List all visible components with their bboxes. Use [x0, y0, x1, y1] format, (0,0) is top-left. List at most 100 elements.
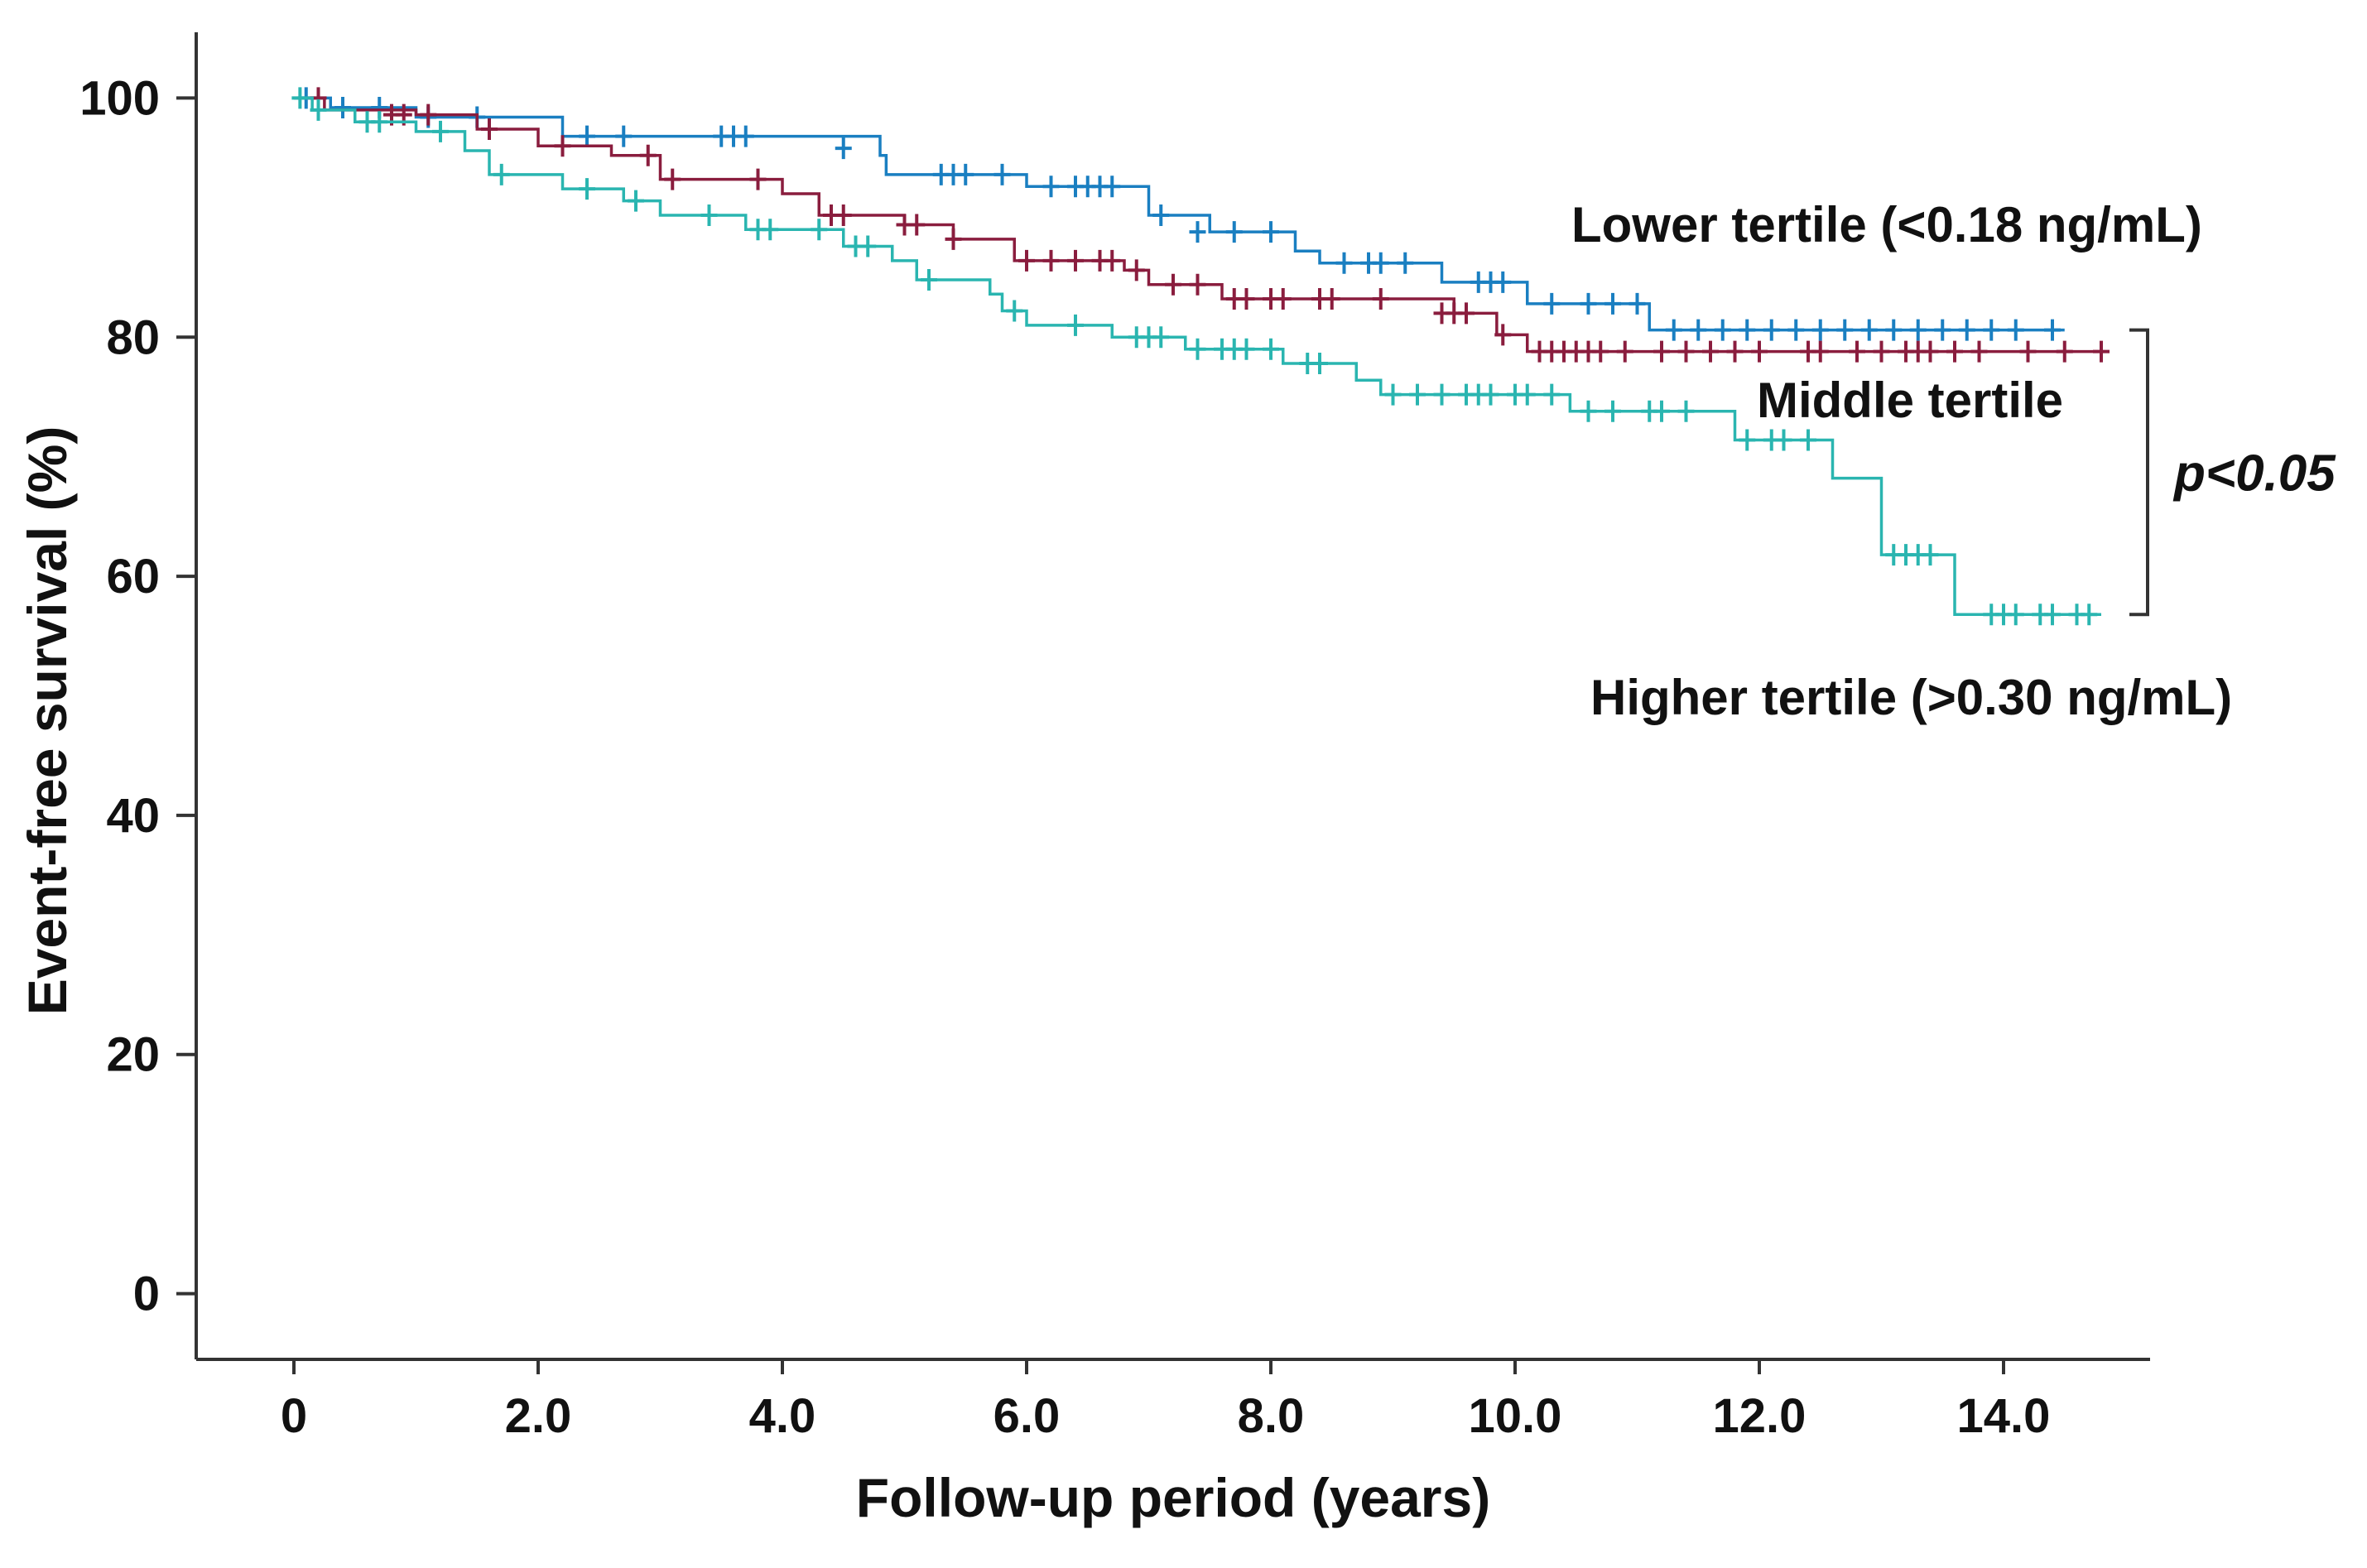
x-tick-label: 12.0: [1713, 1389, 1807, 1443]
censor-mark: [700, 204, 718, 226]
censor-mark: [1397, 252, 1414, 274]
axes: [195, 32, 2150, 1361]
censor-mark: [1677, 400, 1695, 422]
x-axis-label: Follow-up period (years): [856, 1467, 1490, 1528]
censor-mark: [334, 96, 351, 118]
censor-mark: [1042, 176, 1060, 198]
censor-mark: [1225, 221, 1243, 243]
p-value-bracket: [2129, 328, 2149, 617]
censor-mark: [749, 168, 767, 190]
censor-mark: [1946, 340, 1963, 363]
censor-mark: [615, 125, 633, 147]
censor-mark: [1006, 300, 1023, 322]
censor-mark: [1323, 288, 1340, 310]
y-ticks: 0 20 40 60 80 100: [79, 71, 196, 1321]
censor-mark: [1836, 319, 1854, 341]
censor-mark: [1128, 259, 1145, 281]
censor-mark: [2093, 340, 2110, 363]
series-layer: [291, 87, 2110, 626]
x-tick-label: 10.0: [1469, 1389, 1562, 1443]
censor-mark: [1189, 338, 1206, 360]
censor-mark: [1580, 400, 1597, 422]
censor-mark: [1616, 340, 1633, 363]
censor-mark: [639, 144, 657, 166]
censor-mark: [1873, 340, 1890, 363]
censor-mark: [1372, 288, 1389, 310]
censor-mark: [371, 111, 388, 133]
censor-mark: [1152, 326, 1170, 349]
censor-mark: [1104, 249, 1121, 272]
censor-mark: [1518, 383, 1536, 406]
y-tick-label: 0: [133, 1267, 160, 1321]
censor-mark: [1433, 383, 1451, 406]
x-tick-label: 4.0: [749, 1389, 816, 1443]
censor-mark: [2007, 604, 2024, 626]
censor-mark: [310, 99, 327, 121]
censor-mark: [1739, 319, 1756, 341]
censor-mark: [1970, 340, 1988, 363]
censor-mark: [1885, 319, 1903, 341]
censor-mark: [835, 204, 852, 226]
censor-mark: [1775, 429, 1792, 451]
censor-mark: [859, 235, 877, 257]
censor-mark: [1653, 400, 1670, 422]
censor-mark: [1543, 292, 1561, 315]
censor-mark: [664, 168, 681, 190]
middle-tertile-label: Middle tertile: [1757, 373, 2063, 428]
censor-mark: [1983, 319, 2000, 341]
censor-mark: [1800, 429, 1816, 451]
series-3: [291, 87, 2101, 626]
y-tick-label: 60: [106, 550, 160, 604]
censor-mark: [1482, 383, 1499, 406]
censor-mark: [1335, 252, 1353, 274]
y-tick-label: 20: [106, 1028, 160, 1082]
censor-mark: [420, 103, 437, 126]
censor-mark: [1604, 400, 1621, 422]
censor-mark: [1238, 288, 1255, 310]
censor-mark: [1958, 319, 1975, 341]
censor-mark: [2044, 319, 2061, 341]
censor-mark: [1189, 273, 1206, 296]
series-2: [294, 87, 2110, 363]
censor-mark: [1165, 273, 1181, 296]
y-tick-label: 40: [106, 789, 160, 843]
x-tick-label: 0: [281, 1389, 307, 1443]
censor-mark: [921, 268, 937, 291]
censor-mark: [579, 178, 595, 200]
lower-tertile-label: Lower tertile (<0.18 ng/mL): [1571, 197, 2202, 253]
censor-mark: [1811, 319, 1829, 341]
censor-mark: [1811, 340, 1829, 363]
censor-mark: [1409, 383, 1426, 406]
censor-mark: [1751, 340, 1768, 363]
censor-mark: [1702, 340, 1719, 363]
censor-mark: [1592, 340, 1609, 363]
censor-mark: [579, 125, 595, 147]
censor-mark: [1934, 319, 1951, 341]
censor-mark: [1238, 338, 1255, 360]
censor-mark: [1543, 383, 1561, 406]
censor-mark: [493, 163, 510, 185]
censor-mark: [2056, 340, 2073, 363]
censor-mark: [1042, 249, 1060, 272]
censor-mark: [1629, 292, 1646, 315]
censor-mark: [957, 163, 974, 185]
censor-mark: [1849, 340, 1865, 363]
censor-mark: [1739, 429, 1756, 451]
censor-mark: [432, 120, 449, 142]
y-axis-label: Event-free survival (%): [17, 426, 78, 1016]
censor-mark: [1690, 319, 1707, 341]
censor-mark: [1189, 221, 1206, 243]
y-tick-label: 100: [79, 71, 160, 125]
x-tick-label: 6.0: [993, 1389, 1061, 1443]
censor-mark: [1922, 340, 1939, 363]
x-tick-label: 2.0: [505, 1389, 572, 1443]
censor-mark: [1458, 302, 1475, 325]
censor-mark: [993, 163, 1011, 185]
censor-mark: [908, 214, 926, 236]
censor-mark: [1018, 249, 1035, 272]
censor-mark: [811, 219, 828, 241]
censor-mark: [2044, 604, 2061, 626]
censor-mark: [1263, 221, 1279, 243]
censor-mark: [554, 135, 571, 157]
